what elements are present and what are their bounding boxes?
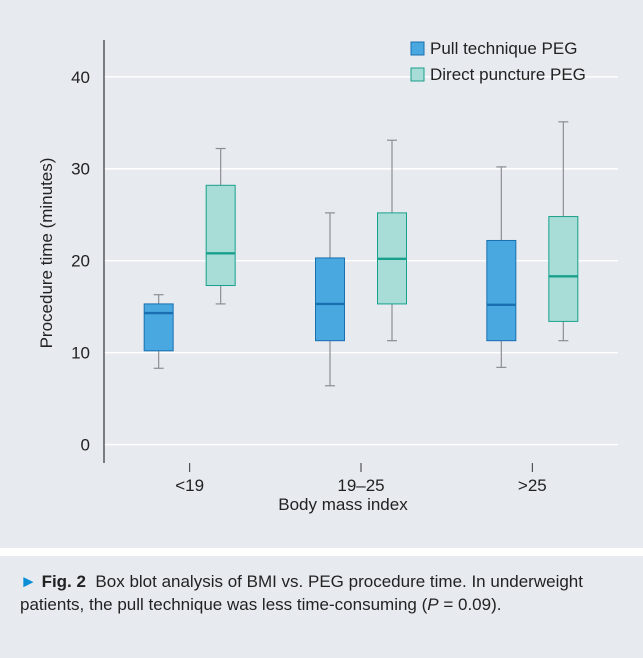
box-0-1 <box>315 212 345 387</box>
figure-panel: 0 10 20 30 40 <19 19–25 >25 Procedure time (mi… <box>0 0 643 548</box>
y-tick-label: 40 <box>71 68 90 87</box>
y-tick-label: 30 <box>71 160 90 179</box>
legend-swatch <box>410 67 425 82</box>
box-body <box>486 239 517 342</box>
box-1-1 <box>377 139 407 342</box>
x-tick-label: 19–25 <box>337 476 384 495</box>
x-tick-labels: <19 19–25 >25 <box>175 463 547 495</box>
caption-arrow-icon: ► <box>20 572 37 591</box>
x-axis-label: Body mass index <box>278 495 408 514</box>
y-tick-label: 10 <box>71 344 90 363</box>
legend: Pull technique PEG Direct puncture PEG <box>410 39 586 84</box>
box-body <box>205 184 236 287</box>
legend-swatch <box>410 41 425 56</box>
box-body <box>548 216 579 322</box>
y-tick-labels: 0 10 20 30 40 <box>71 68 90 455</box>
box-series <box>143 121 579 387</box>
p-symbol: P <box>427 595 439 614</box>
box-1-2 <box>548 121 579 342</box>
box-body <box>143 303 174 352</box>
y-tick-label: 20 <box>71 252 90 271</box>
legend-label: Pull technique PEG <box>430 39 577 58</box>
box-body <box>315 257 345 342</box>
legend-label: Direct puncture PEG <box>430 65 586 84</box>
box-1-0 <box>205 147 236 305</box>
figure-caption: ► Fig. 2 Box blot analysis of BMI vs. PE… <box>20 570 630 616</box>
figure-label: Fig. 2 <box>41 572 86 591</box>
caption-text: Box blot analysis of BMI vs. PEG procedu… <box>20 572 583 614</box>
y-tick-label: 0 <box>81 436 90 455</box>
box-plot-chart: 0 10 20 30 40 <19 19–25 >25 Procedure time (mi… <box>37 39 618 514</box>
gridlines <box>104 76 618 446</box>
box-0-0 <box>143 294 174 369</box>
box-0-2 <box>486 166 517 368</box>
x-tick-label: >25 <box>518 476 547 495</box>
y-axis-label: Procedure time (minutes) <box>37 158 56 349</box>
caption-panel: ► Fig. 2 Box blot analysis of BMI vs. PE… <box>0 556 643 658</box>
p-value: = 0.09). <box>438 595 502 614</box>
x-tick-label: <19 <box>175 476 204 495</box>
